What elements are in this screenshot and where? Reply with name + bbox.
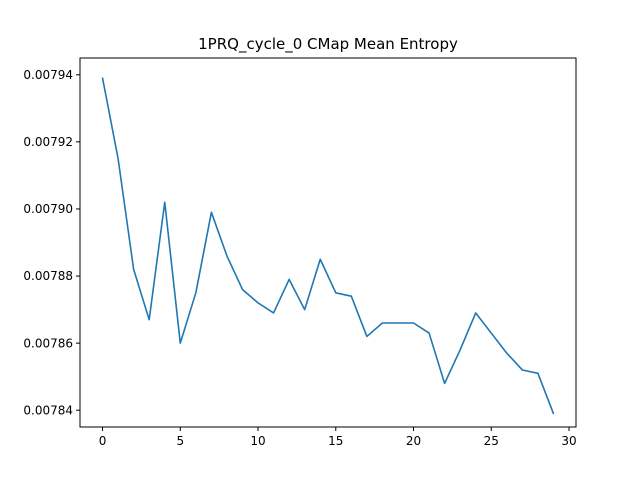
y-tick-label: 0.00786 <box>23 336 73 350</box>
y-tick-label: 0.00790 <box>23 202 73 216</box>
y-tick-label: 0.00784 <box>23 403 73 417</box>
x-tick-label: 25 <box>484 434 499 448</box>
series-line <box>101 77 555 415</box>
x-tick-label: 0 <box>99 434 107 448</box>
axes-frame <box>79 57 577 428</box>
x-tick-label: 10 <box>250 434 265 448</box>
y-axis: 0.00784 0.00786 0.00788 0.00790 0.00792 0.007… <box>23 68 80 417</box>
x-tick-label: 20 <box>406 434 421 448</box>
x-tick-label: 30 <box>561 434 576 448</box>
chart-title: 1PRQ_cycle_0 CMap Mean Entropy <box>198 35 458 54</box>
y-tick-label: 0.00788 <box>23 269 73 283</box>
y-tick-label: 0.00794 <box>23 68 73 82</box>
x-axis: 0 5 10 15 20 25 30 <box>99 427 577 448</box>
y-tick-label: 0.00792 <box>23 135 73 149</box>
x-tick-label: 5 <box>176 434 184 448</box>
plot-area <box>101 77 555 415</box>
x-tick-label: 15 <box>328 434 343 448</box>
